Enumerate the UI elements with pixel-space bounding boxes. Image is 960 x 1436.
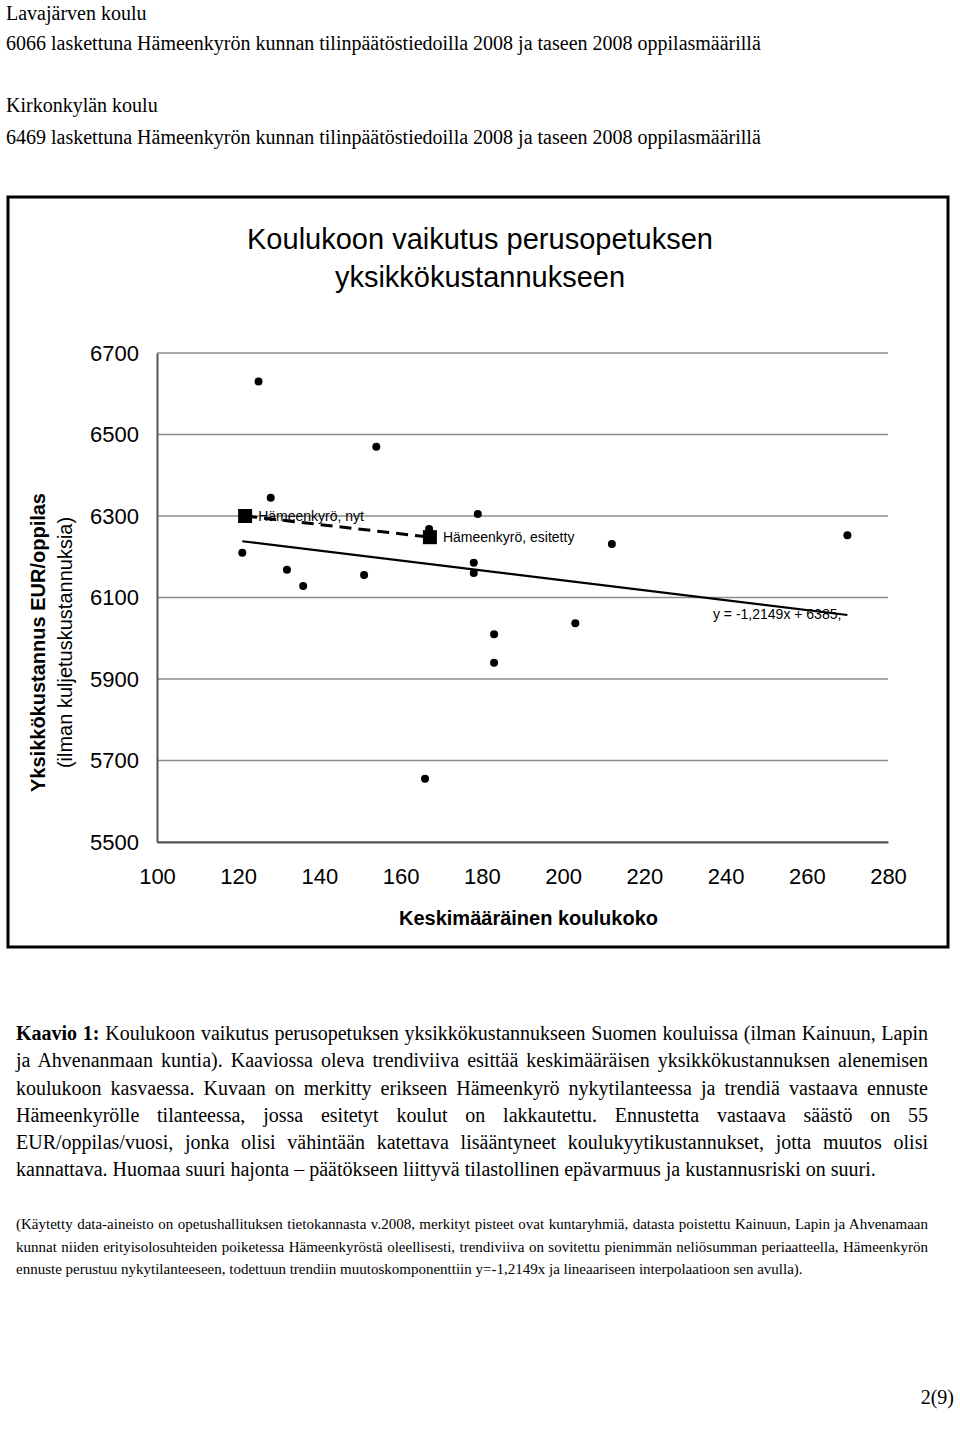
grid-line (157, 760, 888, 762)
tick: 220 (626, 842, 663, 889)
axis-line (158, 842, 889, 844)
point (255, 378, 263, 386)
y-axis: 5500 5700 5900 6100 6300 6500 6700 (90, 341, 157, 855)
trend-line (242, 541, 847, 615)
tick-label: 100 (139, 864, 176, 889)
point (571, 619, 579, 627)
point (283, 566, 291, 574)
series (238, 509, 437, 544)
point (421, 775, 429, 783)
grid-line (157, 352, 888, 354)
chart-title: Koulukoon vaikutus perusopetuksen yksikk… (200, 220, 760, 296)
point (470, 569, 478, 577)
point (238, 549, 246, 557)
header-title: Kirkonkylän koulu (6, 92, 158, 118)
grid-line (157, 434, 888, 436)
equation-label: y = -1,2149x + 6385, (713, 606, 841, 622)
tick: 6700 (90, 341, 157, 366)
point-label: Hämeenkyrö, esitetty (443, 529, 575, 545)
point (267, 494, 275, 502)
point (372, 443, 380, 451)
tick: 5700 (90, 748, 157, 773)
point (490, 630, 498, 638)
tick-label: 140 (302, 864, 339, 889)
square-marker (423, 530, 437, 544)
tick: 180 (464, 842, 501, 889)
tick: 5900 (90, 667, 157, 692)
point-label: Hämeenkyrö, nyt (258, 508, 364, 524)
tick: 6500 (90, 422, 157, 447)
tick-label: 120 (220, 864, 257, 889)
axis-line (157, 354, 159, 843)
series (242, 541, 847, 615)
tick-label: 6500 (90, 422, 139, 447)
point (360, 571, 368, 579)
tick-label: 5900 (90, 667, 139, 692)
tick: 200 (545, 842, 582, 889)
tick-label: 5500 (90, 830, 139, 855)
point (608, 540, 616, 548)
point (490, 659, 498, 667)
caption-text: Koulukoon vaikutus perusopetuksen yksikk… (16, 1022, 928, 1180)
tick: 140 (302, 842, 339, 889)
point (474, 510, 482, 518)
tick-label: 5700 (90, 748, 139, 773)
caption-label: Kaavio 1: (16, 1022, 99, 1044)
dashed-line (245, 516, 430, 537)
tick: 100 (139, 842, 176, 889)
tick: 5500 (90, 830, 157, 855)
x-axis: 100 120 140 160 180 200 220 240 260 280 (139, 842, 907, 889)
note: (Käytetty data-aineisto on opetushallitu… (16, 1213, 928, 1281)
point (843, 531, 851, 539)
grid-line (157, 515, 888, 517)
page-number: 2(9) (921, 1384, 954, 1410)
tick: 6300 (90, 504, 157, 529)
plot-marks (238, 378, 851, 783)
tick-label: 220 (626, 864, 663, 889)
tick: 160 (383, 842, 420, 889)
tick-label: 260 (789, 864, 826, 889)
y-axis-title: (ilman kuljetuskustannuksia) (54, 517, 76, 768)
y-axis-title: Yksikkökustannus EUR/oppilas (27, 493, 49, 792)
tick-label: 6100 (90, 585, 139, 610)
point (425, 525, 433, 533)
tick-label: 6300 (90, 504, 139, 529)
tick: 6100 (90, 585, 157, 610)
grid (157, 353, 888, 842)
series (238, 378, 851, 783)
square-marker (238, 509, 252, 523)
chart-frame (8, 197, 948, 947)
grid-line (157, 841, 888, 843)
tick-label: 240 (708, 864, 745, 889)
plot-texts: Hämeenkyrö, nyt Hämeenkyrö, esitetty y = -… (258, 508, 841, 622)
grid-line (157, 597, 888, 599)
caption: Kaavio 1: Koulukoon vaikutus perusopetuk… (16, 1020, 928, 1184)
tick: 280 (870, 842, 907, 889)
x-axis-title: Keskimääräinen koulukoko (399, 907, 658, 929)
point (470, 559, 478, 567)
header-title: Lavajärven koulu (6, 0, 147, 26)
header-text: 6469 laskettuna Hämeenkyrön kunnan tilin… (6, 124, 761, 150)
tick: 120 (220, 842, 257, 889)
tick-label: 200 (545, 864, 582, 889)
tick-label: 6700 (90, 341, 139, 366)
tick-label: 180 (464, 864, 501, 889)
tick-label: 160 (383, 864, 420, 889)
tick-label: 280 (870, 864, 907, 889)
header-text: 6066 laskettuna Hämeenkyrön kunnan tilin… (6, 30, 761, 56)
point (299, 582, 307, 590)
tick: 240 (708, 842, 745, 889)
grid-line (157, 678, 888, 680)
tick: 260 (789, 842, 826, 889)
